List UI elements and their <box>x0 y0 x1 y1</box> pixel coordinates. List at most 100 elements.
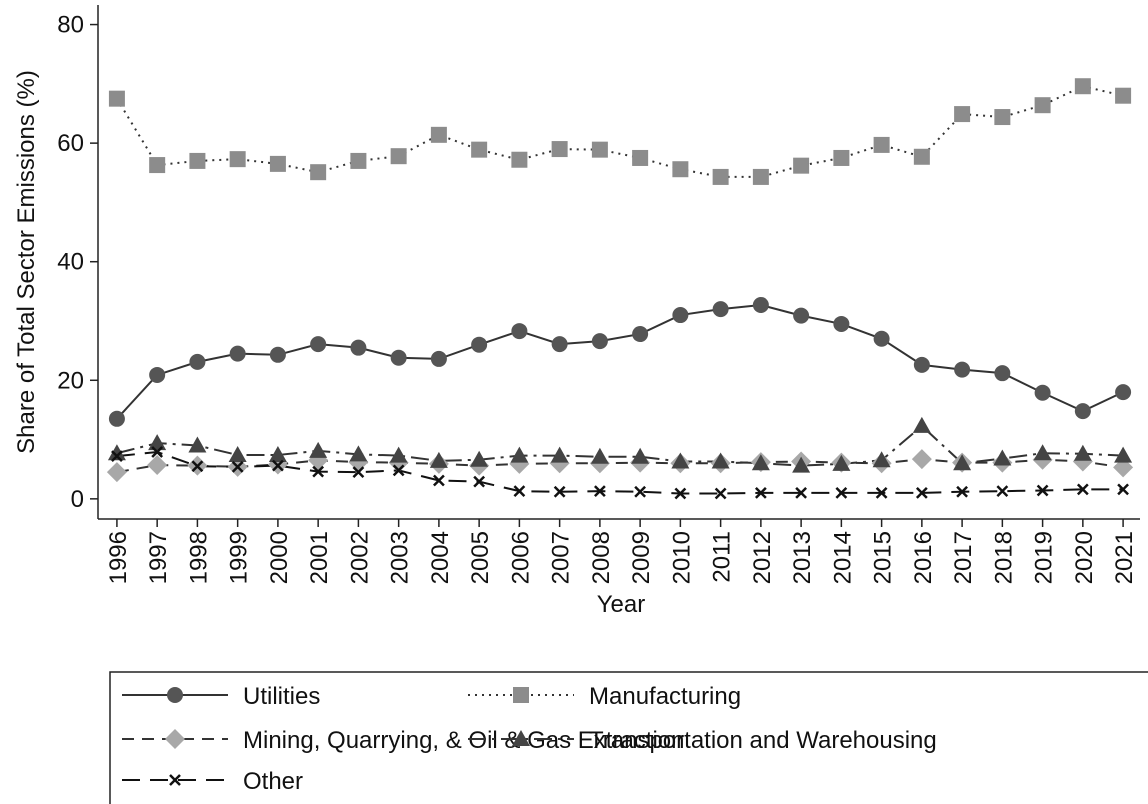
marker <box>350 152 367 169</box>
marker <box>510 446 529 463</box>
marker <box>309 441 328 458</box>
marker <box>511 151 528 168</box>
marker <box>108 410 125 427</box>
legend-label: Transportation and Warehousing <box>589 727 937 754</box>
marker <box>1034 384 1051 401</box>
marker <box>352 466 365 479</box>
marker <box>793 157 810 174</box>
x-tick-label: 2005 <box>467 531 494 584</box>
marker <box>714 487 727 500</box>
x-tick-label: 1997 <box>145 531 172 584</box>
x-axis-label: Year <box>597 591 646 618</box>
x-tick-label: 2001 <box>306 531 333 584</box>
marker <box>754 487 767 499</box>
marker <box>553 485 566 498</box>
marker <box>954 361 971 378</box>
marker <box>310 336 327 353</box>
x-tick-label: 2002 <box>346 531 373 584</box>
x-tick-label: 2015 <box>870 531 897 584</box>
marker <box>473 475 486 488</box>
marker <box>268 445 287 462</box>
series-line <box>116 85 1124 178</box>
marker <box>231 460 244 473</box>
marker <box>191 460 204 473</box>
legend-label: Other <box>243 768 303 795</box>
marker <box>108 90 125 107</box>
marker <box>229 345 246 362</box>
marker <box>632 326 649 343</box>
marker <box>551 336 568 353</box>
legend-box <box>109 671 1148 804</box>
marker <box>674 487 687 500</box>
marker <box>151 446 164 458</box>
marker <box>312 465 325 478</box>
marker <box>752 168 769 185</box>
marker <box>310 164 327 181</box>
x-tick-label: 2016 <box>910 531 937 584</box>
marker <box>593 485 606 498</box>
marker <box>1114 446 1133 463</box>
marker <box>430 350 447 367</box>
legend-marker <box>169 774 181 786</box>
x-tick-label: 2011 <box>709 531 736 583</box>
marker <box>107 444 126 461</box>
marker <box>872 451 891 468</box>
marker <box>189 353 206 370</box>
marker <box>634 485 647 498</box>
marker <box>269 346 286 363</box>
marker <box>111 450 123 463</box>
marker <box>835 487 848 499</box>
y-tick-label: 60 <box>57 130 84 157</box>
marker <box>591 141 608 158</box>
marker <box>551 141 568 158</box>
x-tick-label: 2017 <box>950 531 977 584</box>
marker <box>875 487 888 499</box>
marker <box>793 307 810 324</box>
marker <box>712 301 729 318</box>
marker <box>712 168 729 185</box>
marker <box>994 109 1011 126</box>
legend-marker <box>512 730 530 746</box>
x-tick-label: 1996 <box>105 531 132 584</box>
marker <box>389 446 408 463</box>
marker <box>390 148 407 165</box>
y-tick-label: 0 <box>71 486 84 513</box>
marker <box>511 323 528 340</box>
x-tick-label: 2020 <box>1071 531 1098 584</box>
marker <box>832 454 851 471</box>
marker <box>1074 403 1091 420</box>
x-tick-label: 2010 <box>668 531 695 584</box>
marker <box>631 447 650 464</box>
series-line <box>116 303 1124 420</box>
marker <box>429 451 448 468</box>
marker <box>751 454 770 471</box>
marker <box>873 136 890 153</box>
legend-marker <box>167 687 183 703</box>
y-tick-label: 20 <box>57 367 84 394</box>
marker <box>350 339 367 356</box>
marker <box>913 148 930 165</box>
x-tick-label: 2007 <box>548 531 575 584</box>
marker <box>996 485 1009 498</box>
marker <box>149 366 166 383</box>
y-axis-label: Share of Total Sector Emissions (%) <box>13 70 40 454</box>
marker <box>1115 87 1132 104</box>
x-tick-label: 2019 <box>1031 531 1058 584</box>
x-tick-label: 2000 <box>266 531 293 584</box>
x-tick-label: 2006 <box>507 531 534 584</box>
marker <box>1073 444 1092 461</box>
marker <box>513 485 526 498</box>
marker <box>913 356 930 373</box>
marker <box>833 315 850 332</box>
marker <box>915 487 928 499</box>
marker <box>106 462 127 483</box>
marker <box>1033 444 1052 461</box>
x-tick-label: 2004 <box>427 531 454 584</box>
marker <box>1074 78 1091 95</box>
marker <box>1117 483 1129 496</box>
marker <box>1036 484 1049 497</box>
marker <box>188 436 207 453</box>
y-tick-label: 40 <box>57 249 84 276</box>
marker <box>672 161 689 178</box>
